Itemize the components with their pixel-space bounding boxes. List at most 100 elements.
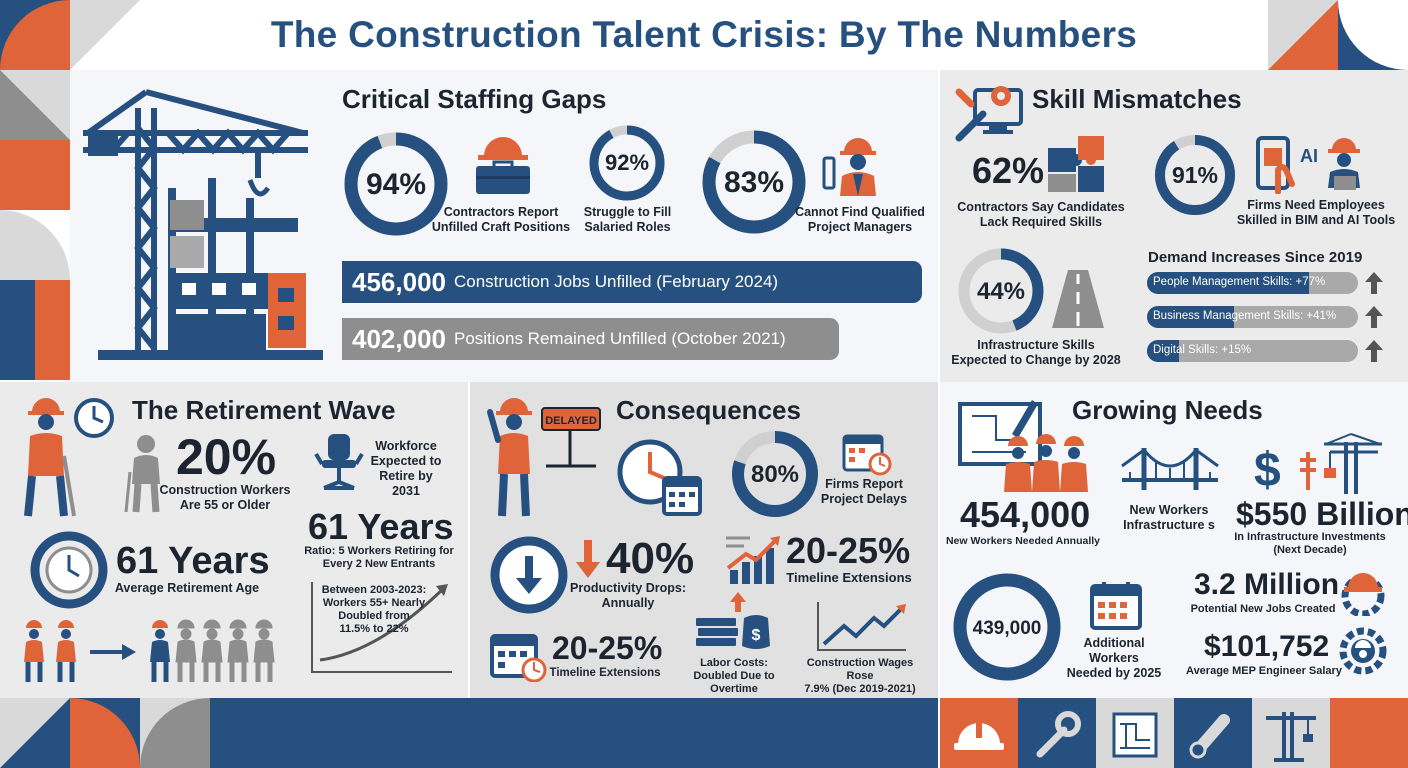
unfilled-2024-bar: 456,000 Construction Jobs Unfilled (Febru… <box>342 261 922 303</box>
demand-fill-business <box>1147 306 1234 328</box>
demand-fill-people <box>1147 272 1310 294</box>
wage-trend-icon <box>817 602 906 651</box>
additional-label: Additional Workers Needed by 2025 <box>1066 636 1162 680</box>
timeline-2-label: Timeline Extensions <box>786 570 912 585</box>
timeline-1-value: 20-25% <box>552 630 663 666</box>
hard-hat-icon <box>954 718 1004 750</box>
arrow-up-icon <box>1365 306 1383 328</box>
timeline-1-label: Timeline Extensions <box>549 667 661 679</box>
investment-value: $550 Billion <box>1236 496 1408 532</box>
demand-label-digital: Digital Skills: +15% <box>1153 344 1252 356</box>
avg-age-value: 61 Years <box>116 540 270 582</box>
trend-line-icon <box>311 582 452 673</box>
svg-text:$: $ <box>752 627 761 644</box>
ring-80: 80% <box>732 431 818 517</box>
road-icon <box>1052 270 1104 328</box>
retire-20-value: 20% <box>176 429 277 485</box>
infra-workers-label: New Workers Infrastructure s <box>1123 503 1215 532</box>
down-arrow-icon <box>576 540 600 578</box>
demand-bar-people: People Management Skills: +77% <box>1147 272 1358 294</box>
wrench-icon <box>1036 711 1081 758</box>
stat-83-label: Cannot Find Qualified Project Managers <box>795 205 925 234</box>
ring-91-value: 91% <box>1172 162 1218 188</box>
project-manager-icon <box>822 138 876 196</box>
timeline-2-value: 20-25% <box>786 530 911 571</box>
demand-fill-digital <box>1147 340 1179 362</box>
ring-91-arc <box>1155 135 1235 215</box>
trend-label: Between 2003-2023: Workers 55+ Nearly Doub… <box>321 584 427 635</box>
productivity-down-icon <box>490 536 568 614</box>
ring-92: 92% <box>589 125 665 201</box>
investment-crane-icon: $ <box>1254 433 1382 496</box>
ring-91: 91% <box>1155 135 1235 215</box>
skills-heading: Skill Mismatches <box>1032 84 1242 114</box>
ring-83-value: 83% <box>724 166 784 199</box>
bridge-icon <box>1121 447 1219 490</box>
new-jobs-label: Potential New Jobs Created <box>1190 603 1336 615</box>
unfilled-2021-bar: 402,000 Positions Remained Unfilled (Octo… <box>342 318 839 360</box>
demand-bar-digital: Digital Skills: +15% <box>1147 340 1358 362</box>
page-title: The Construction Talent Crisis: By The N… <box>270 14 1138 55</box>
demand-label-business: Business Management Skills: +41% <box>1153 310 1337 322</box>
stat-62-value: 62% <box>972 150 1045 191</box>
ring-94: 94% <box>344 132 448 236</box>
retiree-clock-icon <box>24 398 114 517</box>
timeline-calendar-icon <box>490 634 547 682</box>
stat-92-label: Struggle to Fill Salaried Roles <box>583 205 672 234</box>
demand-heading: Demand Increases Since 2019 <box>1148 249 1363 266</box>
needs-heading: Growing Needs <box>1072 395 1263 425</box>
additional-calendar-icon <box>1090 582 1142 630</box>
wages-label: Construction Wages Rose 7.9% (Dec 2019-20… <box>804 657 916 695</box>
tablet-ai-icon: AI <box>1256 136 1360 194</box>
new-worker-icon <box>24 620 44 682</box>
workers-ratio-icon <box>24 619 275 682</box>
ring-92-arc <box>589 125 665 201</box>
consequences-heading: Consequences <box>616 395 801 425</box>
avg-age-label: Average Retirement Age <box>114 581 260 595</box>
retire-20-label: Construction Workers Are 55 or Older <box>159 483 291 512</box>
arrow-up-icon <box>1365 272 1383 294</box>
delayed-worker-icon: DELAYED <box>487 398 601 517</box>
salary-label: Average MEP Engineer Salary <box>1186 665 1342 677</box>
staffing-heading: Critical Staffing Gaps <box>342 84 607 114</box>
salary-value: $101,752 <box>1204 630 1330 663</box>
ring-80-value: 80% <box>751 461 799 488</box>
ratio-label: Ratio: 5 Workers Retiring for Every 2 New… <box>304 545 454 570</box>
demand-label-people: People Management Skills: +77% <box>1153 276 1326 288</box>
delay-calendar-icon <box>842 434 892 476</box>
office-chair-icon <box>314 434 364 490</box>
arrow-up-icon <box>1365 340 1383 362</box>
ring-92-value: 92% <box>605 150 649 175</box>
puzzle-icon <box>1048 136 1104 192</box>
delayed-sign-text: DELAYED <box>545 415 597 427</box>
growth-chart-icon <box>726 536 780 584</box>
ring-83-arc <box>702 130 806 234</box>
annual-workers-label: New Workers Needed Annually <box>945 535 1101 547</box>
ring-439000: 439,000 <box>953 573 1061 681</box>
clock-calendar-icon <box>617 439 702 516</box>
ring-83: 83% <box>702 130 806 234</box>
blueprint-icon <box>1112 712 1158 758</box>
new-jobs-value: 3.2 Million <box>1194 568 1340 601</box>
toolbox-hardhat-icon <box>476 137 530 194</box>
annual-workers-value: 454,000 <box>960 494 1091 535</box>
ring-80-arc <box>732 431 818 517</box>
gear-wrench-icon <box>955 86 1023 142</box>
ring-94-value: 94% <box>366 168 426 201</box>
crane-icon <box>1266 712 1316 762</box>
productivity-value: 40% <box>606 534 695 583</box>
stat-44-label: Infrastructure Skills Expected to Change … <box>951 338 1121 367</box>
demand-bar-business: Business Management Skills: +41% <box>1147 306 1358 328</box>
stat-91-label: Firms Need Employees Skilled in BIM and A… <box>1236 198 1396 227</box>
ring-44: 44% <box>958 248 1044 334</box>
ratio-value: 61 Years <box>308 506 454 547</box>
ring-439000-value: 439,000 <box>973 618 1042 639</box>
blueprint-workers-icon <box>958 400 1088 492</box>
ring-439000-arc <box>953 573 1061 681</box>
rolled-plans-icon <box>1189 714 1230 759</box>
ring-94-arc <box>344 132 448 236</box>
gear-hardhat-icon <box>1341 573 1385 616</box>
avg-age-clock-icon <box>30 531 108 609</box>
productivity-label: Productivity Drops: Annually <box>570 581 686 610</box>
labor-cost-label: Labor Costs: Doubled Due to Overtime <box>693 657 775 695</box>
